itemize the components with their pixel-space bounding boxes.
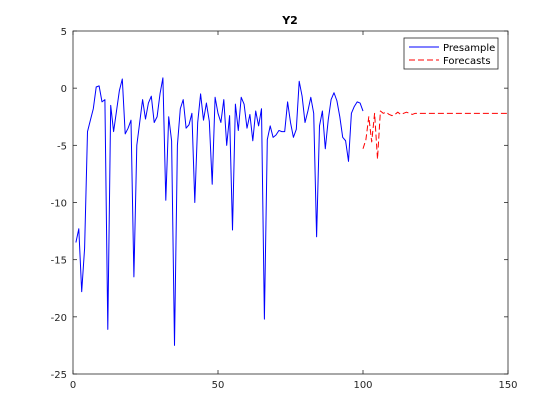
y-tick-label: -10 [51, 199, 67, 210]
x-tick-label: 150 [498, 380, 517, 391]
legend-label-forecasts: Forecasts [443, 56, 491, 67]
x-tick-label: 50 [212, 380, 225, 391]
series-line-presample [75, 77, 364, 346]
series-line-forecasts [362, 110, 508, 160]
x-tick-label: 100 [353, 380, 372, 391]
series-layer [75, 77, 508, 346]
y-tick-label: -5 [57, 141, 67, 152]
legend-box [403, 37, 499, 70]
y-tick-label: 5 [61, 27, 67, 38]
y-tick-label: -25 [51, 370, 67, 381]
chart-title: Y2 [281, 14, 298, 27]
y-tick-label: -15 [51, 256, 67, 267]
plot-background [73, 31, 508, 374]
legend-label-presample: Presample [443, 43, 495, 54]
y-tick-label: -20 [51, 313, 67, 324]
y-tick-label: 0 [61, 84, 67, 95]
legend: Presample Forecasts [403, 37, 499, 70]
x-tick-label: 0 [70, 380, 76, 391]
